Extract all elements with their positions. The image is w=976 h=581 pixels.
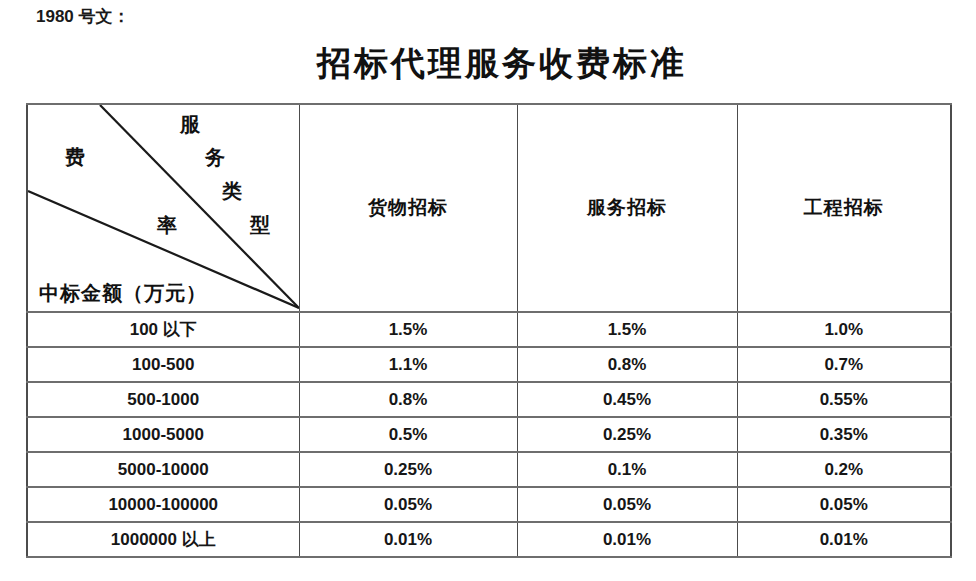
amount-range-cell: 1000-5000 xyxy=(27,417,299,452)
fee-table-container: 服 务 类 型 费 率 中标金额（万元） 货物招标 服务招标 工程招标 100 … xyxy=(26,103,952,558)
document-page: { "page": { "doc_number": "1980 号文：", "t… xyxy=(0,0,976,581)
fee-rate-cell: 0.25% xyxy=(517,417,737,452)
diagonal-divider-lines xyxy=(28,105,299,309)
column-header-goods-bidding: 货物招标 xyxy=(299,104,517,312)
fee-rate-cell: 0.05% xyxy=(517,487,737,522)
table-row: 10000-100000 0.05% 0.05% 0.05% xyxy=(27,487,951,522)
fee-rate-cell: 0.01% xyxy=(737,522,951,557)
fee-rate-cell: 0.55% xyxy=(737,382,951,417)
fee-rate-cell: 0.5% xyxy=(299,417,517,452)
fee-rate-cell: 0.7% xyxy=(737,347,951,382)
page-title: 招标代理服务收费标准 xyxy=(26,42,950,86)
amount-range-cell: 100-500 xyxy=(27,347,299,382)
corner-label-fee-rate-char: 率 xyxy=(157,213,177,237)
table-row: 100 以下 1.5% 1.5% 1.0% xyxy=(27,312,951,347)
table-row: 1000-5000 0.5% 0.25% 0.35% xyxy=(27,417,951,452)
fee-rate-cell: 0.01% xyxy=(517,522,737,557)
corner-label-service-type-char: 类 xyxy=(222,179,242,203)
amount-range-cell: 5000-10000 xyxy=(27,452,299,487)
corner-label-service-type-char: 型 xyxy=(250,213,270,237)
column-header-engineering-bidding: 工程招标 xyxy=(737,104,951,312)
corner-label-service-type-char: 务 xyxy=(205,145,225,169)
amount-range-cell: 1000000 以上 xyxy=(27,522,299,557)
diagonal-corner-inner: 服 务 类 型 费 率 中标金额（万元） xyxy=(28,105,299,311)
fee-table: 服 务 类 型 费 率 中标金额（万元） 货物招标 服务招标 工程招标 100 … xyxy=(26,103,952,558)
fee-rate-cell: 0.25% xyxy=(299,452,517,487)
corner-label-bid-amount: 中标金额（万元） xyxy=(39,280,207,307)
fee-rate-cell: 0.2% xyxy=(737,452,951,487)
fee-rate-cell: 1.0% xyxy=(737,312,951,347)
fee-rate-cell: 0.1% xyxy=(517,452,737,487)
doc-number-label: 1980 号文： xyxy=(36,5,130,28)
table-row: 100-500 1.1% 0.8% 0.7% xyxy=(27,347,951,382)
corner-label-service-type-char: 服 xyxy=(180,112,200,136)
corner-label-fee-rate-char: 费 xyxy=(65,145,85,169)
fee-rate-cell: 0.01% xyxy=(299,522,517,557)
fee-rate-cell: 0.35% xyxy=(737,417,951,452)
fee-rate-cell: 1.1% xyxy=(299,347,517,382)
fee-rate-cell: 0.8% xyxy=(517,347,737,382)
amount-range-cell: 10000-100000 xyxy=(27,487,299,522)
table-row: 1000000 以上 0.01% 0.01% 0.01% xyxy=(27,522,951,557)
amount-range-cell: 500-1000 xyxy=(27,382,299,417)
table-header-row: 服 务 类 型 费 率 中标金额（万元） 货物招标 服务招标 工程招标 xyxy=(27,104,951,312)
column-header-service-bidding: 服务招标 xyxy=(517,104,737,312)
diagonal-corner-cell: 服 务 类 型 费 率 中标金额（万元） xyxy=(27,104,299,312)
fee-rate-cell: 1.5% xyxy=(517,312,737,347)
fee-rate-cell: 0.05% xyxy=(737,487,951,522)
fee-rate-cell: 0.05% xyxy=(299,487,517,522)
amount-range-cell: 100 以下 xyxy=(27,312,299,347)
table-row: 5000-10000 0.25% 0.1% 0.2% xyxy=(27,452,951,487)
fee-rate-cell: 0.8% xyxy=(299,382,517,417)
fee-rate-cell: 0.45% xyxy=(517,382,737,417)
table-row: 500-1000 0.8% 0.45% 0.55% xyxy=(27,382,951,417)
fee-rate-cell: 1.5% xyxy=(299,312,517,347)
